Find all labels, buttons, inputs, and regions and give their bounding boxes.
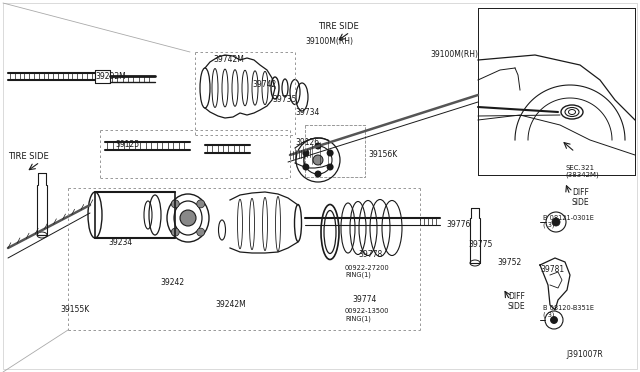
Text: 39781: 39781 bbox=[540, 265, 564, 274]
Text: SEC.321
(38342M): SEC.321 (38342M) bbox=[565, 165, 599, 179]
Text: TIRE SIDE: TIRE SIDE bbox=[8, 152, 49, 161]
Circle shape bbox=[550, 317, 557, 324]
Circle shape bbox=[302, 164, 309, 170]
Text: 39775: 39775 bbox=[468, 240, 492, 249]
Text: 39100M(RH): 39100M(RH) bbox=[430, 50, 478, 59]
Circle shape bbox=[172, 200, 179, 208]
Text: B 08121-0301E
( 3): B 08121-0301E ( 3) bbox=[543, 215, 594, 228]
Text: 39742: 39742 bbox=[252, 80, 276, 89]
Text: DIFF
SIDE: DIFF SIDE bbox=[572, 188, 589, 208]
Text: 00922-13500
RING(1): 00922-13500 RING(1) bbox=[345, 308, 390, 321]
Text: 39752: 39752 bbox=[497, 258, 521, 267]
Text: 39126: 39126 bbox=[295, 138, 319, 147]
Text: 39100M(RH): 39100M(RH) bbox=[305, 37, 353, 46]
Text: 39242M: 39242M bbox=[215, 300, 246, 309]
Circle shape bbox=[326, 150, 333, 157]
Circle shape bbox=[172, 228, 179, 236]
Text: 39242: 39242 bbox=[160, 278, 184, 287]
Bar bbox=[305, 125, 365, 177]
Circle shape bbox=[314, 170, 321, 177]
Circle shape bbox=[180, 210, 196, 226]
Circle shape bbox=[196, 200, 205, 208]
Text: TIRE SIDE: TIRE SIDE bbox=[317, 22, 358, 31]
Text: 39155K: 39155K bbox=[60, 305, 89, 314]
Text: 39234: 39234 bbox=[108, 238, 132, 247]
Text: 39778: 39778 bbox=[358, 250, 382, 259]
Text: 39735: 39735 bbox=[272, 95, 296, 104]
Text: J391007R: J391007R bbox=[566, 350, 603, 359]
Text: 39774: 39774 bbox=[352, 295, 376, 304]
Circle shape bbox=[302, 150, 309, 157]
Circle shape bbox=[313, 155, 323, 165]
Text: 39776: 39776 bbox=[446, 220, 470, 229]
Text: 39156K: 39156K bbox=[368, 150, 397, 159]
Text: DIFF
SIDE: DIFF SIDE bbox=[508, 292, 525, 311]
Text: 39202M: 39202M bbox=[95, 72, 125, 81]
Text: B 08120-B351E
( 3): B 08120-B351E ( 3) bbox=[543, 305, 594, 318]
Circle shape bbox=[314, 142, 321, 150]
Text: 00922-27200
RING(1): 00922-27200 RING(1) bbox=[345, 265, 390, 279]
Circle shape bbox=[196, 228, 205, 236]
Text: 39125: 39125 bbox=[115, 140, 139, 149]
Circle shape bbox=[326, 164, 333, 170]
Text: 39742M: 39742M bbox=[213, 55, 244, 64]
Text: 39734: 39734 bbox=[295, 108, 319, 117]
Circle shape bbox=[552, 218, 560, 226]
